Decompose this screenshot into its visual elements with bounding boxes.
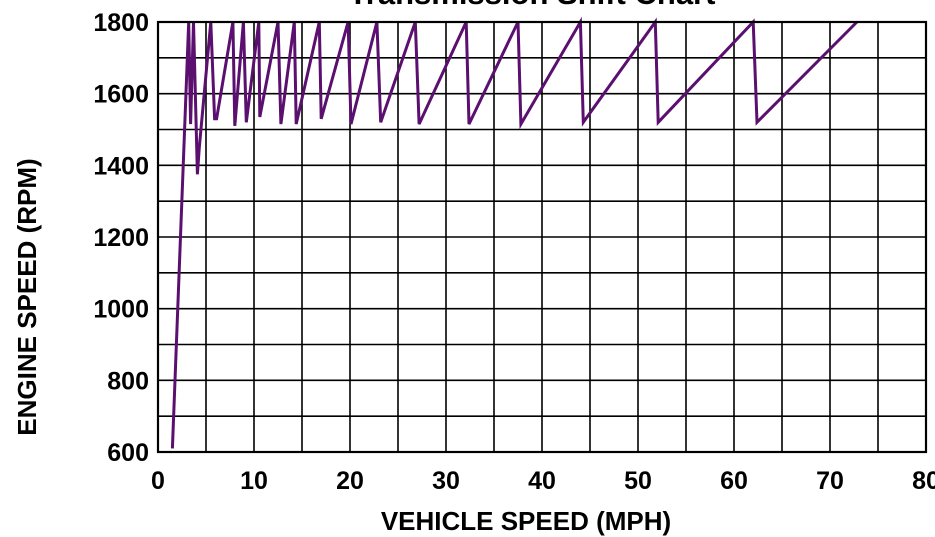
y-tick-label: 1000 [93,296,149,324]
x-tick-label: 10 [240,467,268,495]
y-tick-label: 1400 [93,152,149,180]
chart-title: Transmission Shift Chart [349,0,716,11]
y-tick-label: 1600 [93,81,149,109]
x-tick-label: 50 [624,467,652,495]
x-tick-label: 70 [816,467,844,495]
x-tick-label: 80 [912,467,935,495]
y-tick-label: 1200 [93,224,149,252]
y-tick-label: 600 [107,439,149,467]
grid [158,22,926,452]
series-layer [170,16,858,449]
y-tick-label: 800 [107,367,149,395]
y-tick-label: 1800 [93,9,149,37]
x-tick-label: 20 [336,467,364,495]
y-axis-title: ENGINE SPEED (RPM) [12,158,42,435]
x-tick-label: 60 [720,467,748,495]
x-axis-title: VEHICLE SPEED (MPH) [381,506,671,536]
shift-series-line [170,16,858,449]
x-tick-label: 0 [151,467,165,495]
x-tick-labels: 0 10 20 30 40 50 60 70 80 [151,467,935,495]
x-tick-label: 30 [432,467,460,495]
y-tick-labels: 600 800 1000 1200 1400 1600 1800 [93,9,149,467]
x-tick-label: 40 [528,467,556,495]
plot-area [156,20,928,454]
